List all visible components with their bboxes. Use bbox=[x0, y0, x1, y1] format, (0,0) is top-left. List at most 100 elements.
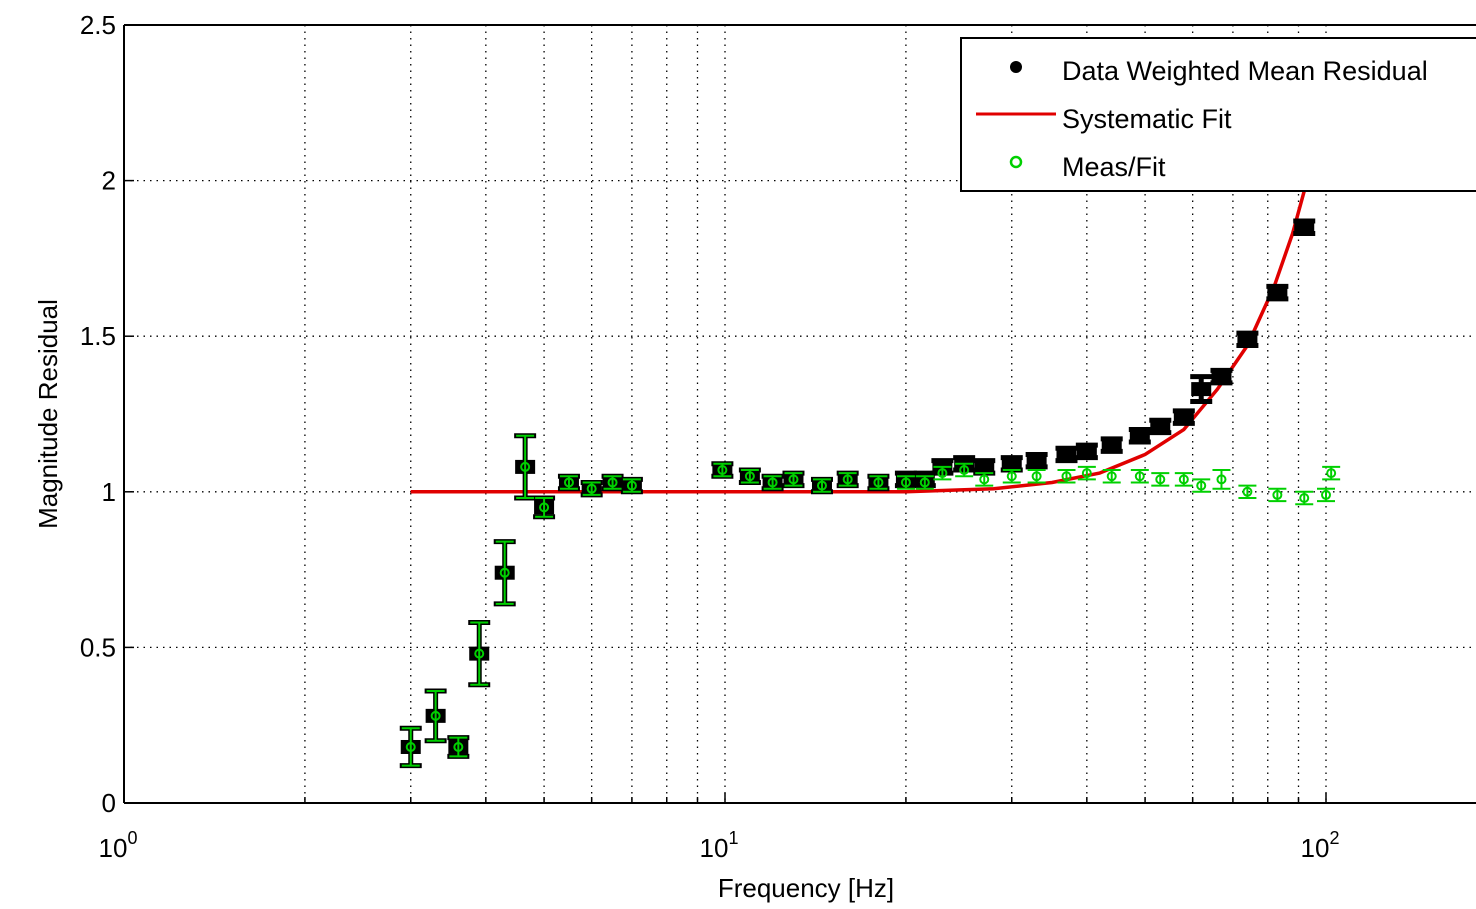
meas-marker bbox=[499, 567, 510, 578]
meas-marker bbox=[1178, 474, 1189, 485]
meas-marker bbox=[959, 465, 970, 476]
meas-marker bbox=[520, 461, 531, 472]
meas-point bbox=[784, 472, 803, 487]
meas-point bbox=[426, 689, 445, 742]
meas-point bbox=[838, 472, 857, 487]
data-marker bbox=[1267, 285, 1288, 300]
meas-marker bbox=[474, 648, 485, 659]
meas-point bbox=[1002, 469, 1021, 484]
meas-point bbox=[1174, 472, 1193, 487]
x-axis-title: Frequency [Hz] bbox=[718, 873, 894, 903]
meas-point bbox=[1102, 469, 1121, 484]
meas-point bbox=[1077, 465, 1096, 481]
meas-layer bbox=[401, 434, 1341, 767]
x-tick-label: 101 bbox=[700, 828, 739, 863]
data-point bbox=[1149, 417, 1172, 436]
meas-point bbox=[915, 475, 934, 490]
meas-marker bbox=[453, 741, 464, 752]
meas-marker bbox=[1134, 471, 1145, 482]
meas-point bbox=[401, 727, 420, 767]
meas-point bbox=[1130, 469, 1149, 484]
data-point bbox=[973, 458, 996, 476]
meas-marker bbox=[816, 480, 827, 491]
data-marker bbox=[1294, 220, 1315, 235]
meas-point bbox=[812, 478, 831, 493]
meas-point bbox=[559, 475, 578, 490]
meas-point bbox=[1322, 465, 1341, 481]
data-point bbox=[1266, 283, 1289, 302]
meas-marker bbox=[1196, 480, 1207, 491]
data-point bbox=[1128, 427, 1151, 445]
meas-marker bbox=[937, 468, 948, 479]
data-point bbox=[1236, 330, 1259, 349]
meas-marker bbox=[1216, 474, 1227, 485]
legend-box bbox=[960, 37, 1476, 192]
data-marker bbox=[1076, 444, 1097, 459]
meas-point bbox=[603, 475, 622, 490]
y-tick-label: 2 bbox=[102, 166, 116, 196]
meas-point bbox=[516, 434, 535, 500]
data-point bbox=[1210, 367, 1233, 386]
meas-marker bbox=[1081, 468, 1092, 479]
data-marker bbox=[974, 459, 995, 474]
data-marker bbox=[1191, 382, 1212, 397]
meas-point bbox=[1027, 469, 1046, 484]
meas-point bbox=[1268, 487, 1287, 503]
meas-marker bbox=[717, 465, 728, 476]
meas-marker bbox=[539, 502, 550, 513]
data-marker bbox=[1001, 456, 1022, 471]
meas-point bbox=[495, 540, 514, 605]
data-marker bbox=[1129, 428, 1150, 443]
meas-marker bbox=[1299, 493, 1310, 504]
y-tick-label: 0.5 bbox=[80, 632, 116, 662]
data-marker bbox=[1056, 447, 1077, 462]
data-marker bbox=[1173, 410, 1194, 425]
meas-point bbox=[1151, 472, 1170, 487]
meas-point bbox=[535, 497, 554, 518]
y-tick-label: 2.5 bbox=[80, 10, 116, 40]
meas-point bbox=[582, 481, 601, 496]
meas-marker bbox=[430, 710, 441, 721]
data-point bbox=[1172, 408, 1195, 426]
legend-fit-label: Systematic Fit bbox=[1062, 104, 1232, 134]
meas-marker bbox=[1326, 468, 1337, 479]
meas-point bbox=[1192, 478, 1211, 493]
data-marker bbox=[1026, 453, 1047, 468]
data-marker bbox=[1237, 332, 1258, 347]
meas-marker bbox=[1031, 471, 1042, 482]
y-axis-title: Magnitude Residual bbox=[33, 299, 63, 529]
y-tick-label: 1.5 bbox=[80, 321, 116, 351]
meas-marker bbox=[1155, 474, 1166, 485]
meas-marker bbox=[1272, 489, 1283, 500]
meas-marker bbox=[1061, 471, 1072, 482]
meas-point bbox=[955, 462, 974, 478]
data-point bbox=[1055, 445, 1078, 464]
x-tick-label: 102 bbox=[1301, 828, 1340, 863]
meas-point bbox=[1238, 484, 1257, 500]
fit-line bbox=[410, 80, 1328, 494]
meas-marker bbox=[919, 477, 930, 488]
meas-marker bbox=[979, 474, 990, 485]
data-point bbox=[1025, 451, 1048, 470]
meas-point bbox=[1317, 487, 1335, 503]
meas-point bbox=[1057, 469, 1076, 484]
meas-marker bbox=[1006, 471, 1017, 482]
meas-marker bbox=[788, 474, 799, 485]
meas-marker bbox=[1321, 489, 1331, 500]
legend-meas-marker bbox=[1009, 155, 1023, 169]
meas-marker bbox=[873, 477, 884, 488]
data-point bbox=[1293, 218, 1316, 237]
meas-marker bbox=[900, 477, 911, 488]
ticks: 0 0.5 1 1.5 2 2.5 100 101 102 bbox=[80, 10, 1340, 863]
fit-layer bbox=[410, 80, 1328, 494]
meas-point bbox=[933, 465, 952, 481]
meas-marker bbox=[563, 477, 574, 488]
meas-point bbox=[869, 475, 888, 490]
data-point bbox=[1000, 455, 1023, 473]
meas-marker bbox=[405, 741, 416, 752]
meas-marker bbox=[607, 477, 618, 488]
data-marker bbox=[1150, 419, 1171, 434]
meas-point bbox=[449, 736, 468, 758]
meas-point bbox=[1295, 490, 1314, 506]
